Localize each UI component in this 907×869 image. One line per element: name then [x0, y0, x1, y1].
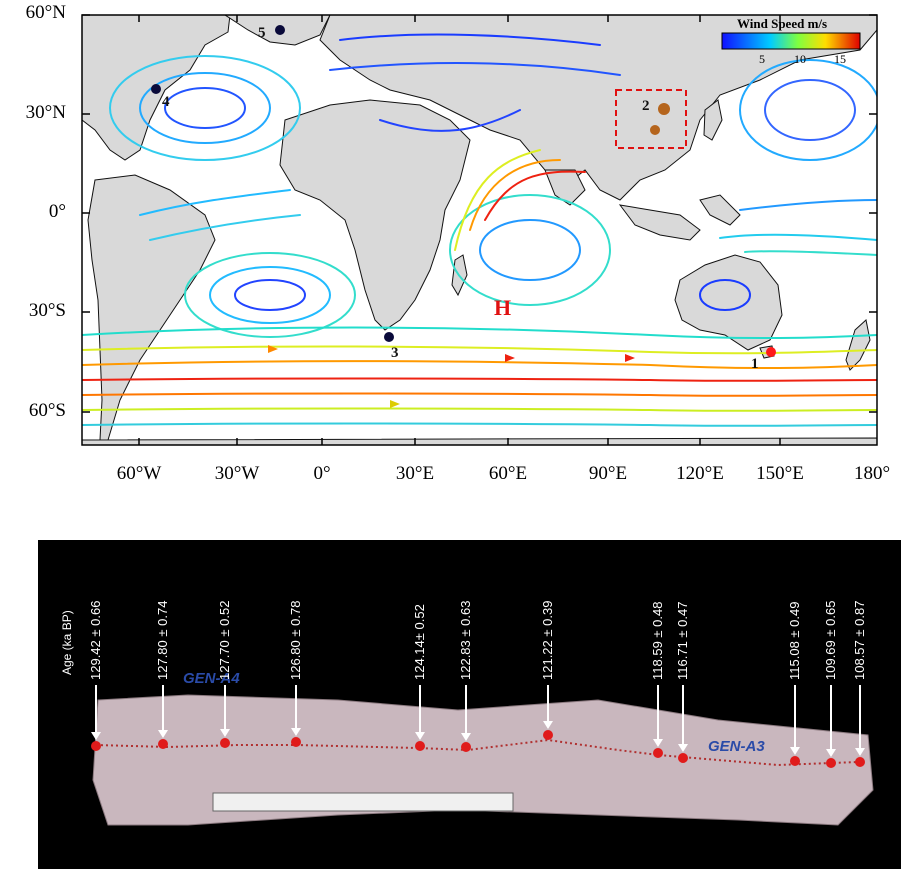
age-pointer-arrow [653, 739, 663, 747]
axis-ticks [82, 14, 877, 445]
age-pointer-arrow [543, 721, 553, 729]
age-sample-dot [91, 741, 101, 751]
core-svg [91, 685, 874, 826]
age-pointer-arrow [415, 732, 425, 740]
age-sample-dot [461, 742, 471, 752]
age-sample-dot [653, 748, 663, 758]
age-sample-dot [220, 738, 230, 748]
lon-label-0: 0° [313, 463, 331, 484]
new-zealand [845, 319, 871, 371]
stalagmite-core-panel: Age (ka BP) GEN-A4 GEN-A3 129.42 ± 0.66 1… [38, 540, 901, 869]
streamlines [82, 33, 877, 427]
legend-colorbar [721, 32, 861, 50]
age-pointer-arrow [826, 749, 836, 757]
japan [703, 99, 723, 141]
lon-label-60w: 60°W [116, 463, 162, 484]
lat-label-60n: 60°N [25, 2, 66, 23]
lon-label-120e: 120°E [676, 463, 724, 484]
age-pointer-arrow [220, 729, 230, 737]
site-label-3: 3 [391, 345, 399, 361]
site-1-marker [766, 347, 776, 357]
site-label-1: 1 [751, 356, 759, 372]
age-axis-label: Age (ka BP) [60, 610, 74, 675]
lat-label-30s: 30°S [28, 300, 66, 321]
age-pointer-arrow [291, 728, 301, 736]
age-label: 124.14± 0.52 [412, 604, 427, 680]
age-label: 115.08 ± 0.49 [787, 601, 802, 680]
flow-arrows [268, 345, 635, 408]
lon-label-60e: 60°E [488, 463, 528, 484]
new-guinea [699, 194, 741, 226]
lon-label-30w: 30°W [214, 463, 260, 484]
site-label-2: 2 [642, 98, 650, 114]
lat-label-30n: 30°N [25, 102, 66, 123]
legend-title: Wind Speed m/s [737, 16, 828, 31]
age-sample-dot [826, 758, 836, 768]
age-sample-dot [291, 737, 301, 747]
age-label: 129.42 ± 0.66 [88, 600, 103, 680]
age-sample-dot [855, 757, 865, 767]
core-label-a4: GEN-A4 [183, 670, 240, 687]
legend-tick-5: 5 [759, 52, 765, 66]
australia [674, 254, 783, 351]
wind-map: 60°N 30°N 0° 30°S 60°S 60°W 30°W 0° 30°E… [25, 2, 891, 484]
age-label: 127.80 ± 0.74 [155, 600, 170, 680]
site-label-4: 4 [162, 94, 170, 110]
age-pointer-arrow [790, 747, 800, 755]
lat-label-60s: 60°S [28, 400, 66, 421]
age-sample-dot [158, 739, 168, 749]
age-pointer-arrow [461, 733, 471, 741]
age-pointer-arrow [91, 732, 101, 740]
core-label-a3: GEN-A3 [708, 738, 765, 755]
site-3-marker [384, 332, 394, 342]
age-sample-dot [790, 756, 800, 766]
legend-tick-15: 15 [834, 52, 846, 66]
lon-label-180: 180° [853, 463, 891, 484]
age-label: 126.80 ± 0.78 [288, 600, 303, 680]
site-4-marker [151, 84, 161, 94]
age-points [91, 685, 865, 768]
ruler [212, 792, 514, 812]
age-label: 108.57 ± 0.87 [852, 600, 867, 680]
india [544, 169, 586, 206]
lon-label-90e: 90°E [588, 463, 628, 484]
lat-label-0: 0° [48, 201, 66, 222]
age-label: 109.69 ± 0.65 [823, 600, 838, 680]
site-2-marker-b [650, 125, 660, 135]
wind-map-svg [81, 14, 878, 446]
age-label: 127.70 ± 0.52 [217, 600, 232, 680]
age-sample-dot [415, 741, 425, 751]
site-5-marker [275, 25, 285, 35]
lon-label-150e: 150°E [756, 463, 804, 484]
age-pointer-arrow [855, 748, 865, 756]
site-2-box [615, 89, 687, 149]
africa [279, 99, 471, 331]
age-sample-dot [678, 753, 688, 763]
age-pointer-arrow [678, 744, 688, 752]
site-2-marker-a [658, 103, 670, 115]
landmasses [82, 15, 877, 445]
age-label: 116.71 ± 0.47 [675, 601, 690, 680]
high-pressure-label: H [494, 295, 512, 320]
age-label: 122.83 ± 0.63 [458, 600, 473, 680]
site-label-5: 5 [258, 25, 266, 41]
lon-label-30e: 30°E [395, 463, 435, 484]
age-label: 121.22 ± 0.39 [540, 600, 555, 680]
age-label: 118.59 ± 0.48 [650, 601, 665, 680]
legend-tick-10: 10 [794, 52, 806, 66]
antarctica [82, 437, 877, 445]
age-sample-dot [543, 730, 553, 740]
age-pointer-arrow [158, 730, 168, 738]
indonesia [618, 204, 701, 241]
